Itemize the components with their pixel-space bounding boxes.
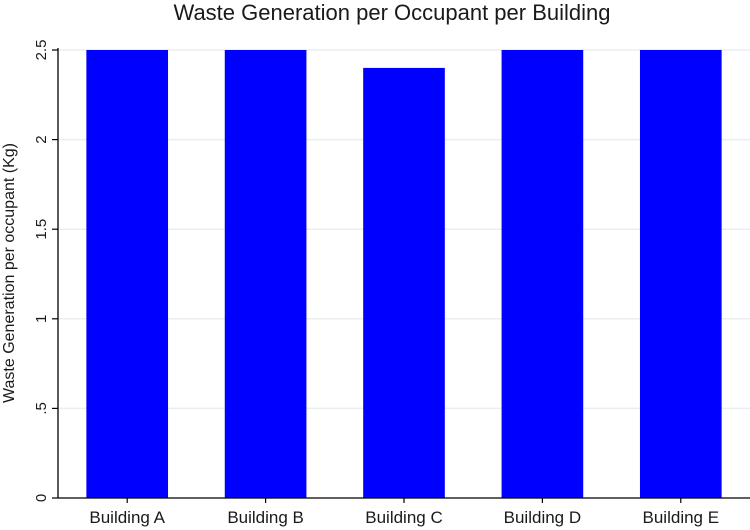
x-tick-label: Building B (227, 508, 304, 527)
bar (501, 50, 584, 498)
bar (639, 50, 722, 498)
y-axis-label: Waste Generation per occupant (Kg) (1, 143, 18, 403)
bar (224, 50, 307, 498)
y-tick-label: .5 (33, 402, 50, 415)
bar (363, 67, 445, 499)
chart-title: Waste Generation per Occupant per Buildi… (174, 0, 611, 25)
x-tick-labels: Building A Building B Building C Building D… (89, 508, 719, 527)
bars (86, 50, 722, 499)
x-tick-label: Building A (89, 508, 165, 527)
y-tick-label: 2.5 (33, 40, 50, 61)
axes (52, 48, 750, 503)
x-tick-label: Building E (643, 508, 720, 527)
y-tick-label: 0 (33, 494, 50, 502)
x-tick-label: Building D (504, 508, 582, 527)
x-tick-label: Building C (365, 508, 443, 527)
y-tick-label: 2 (33, 135, 50, 143)
y-tick-label: 1 (33, 315, 50, 323)
bar (86, 50, 169, 498)
y-tick-label: 1.5 (33, 219, 50, 240)
y-tick-labels: 0 .5 1 1.5 2 2.5 (33, 40, 50, 503)
